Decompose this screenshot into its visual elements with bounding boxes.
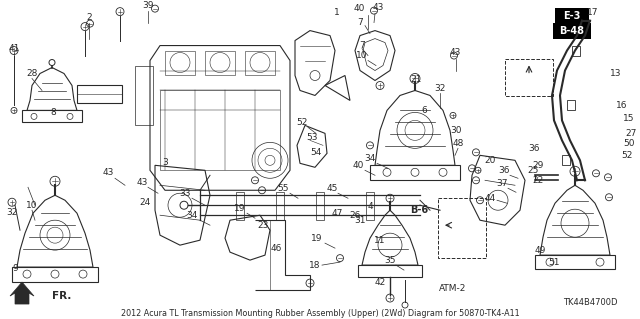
Text: 43: 43 [449, 48, 461, 57]
Text: 6: 6 [421, 106, 427, 115]
Text: 46: 46 [270, 244, 282, 253]
Bar [160, 91, 280, 170]
Text: 32: 32 [6, 208, 18, 217]
Text: 54: 54 [310, 148, 322, 157]
Text: 52: 52 [296, 118, 308, 127]
Text: 24: 24 [140, 198, 150, 207]
Polygon shape [10, 282, 34, 304]
Text: 40: 40 [353, 4, 365, 13]
Text: 16: 16 [616, 101, 628, 110]
Bar [366, 192, 374, 220]
Text: 44: 44 [484, 194, 495, 203]
Text: 13: 13 [611, 69, 621, 78]
Text: 34: 34 [186, 211, 198, 220]
Text: 29: 29 [532, 161, 544, 170]
Text: 52: 52 [621, 151, 633, 160]
Text: 2: 2 [86, 13, 92, 22]
Bar [535, 255, 615, 269]
Text: B-48: B-48 [559, 26, 584, 36]
Text: 9: 9 [12, 263, 18, 273]
Text: 4: 4 [367, 202, 373, 211]
Text: 26: 26 [349, 211, 361, 220]
Bar [358, 265, 422, 277]
Text: 30: 30 [451, 126, 461, 135]
Bar [370, 165, 460, 180]
Text: 2012 Acura TL Transmission Mounting Rubber Assembly (Upper) (2Wd) Diagram for 50: 2012 Acura TL Transmission Mounting Rubb… [121, 308, 519, 317]
Text: 7: 7 [359, 41, 365, 50]
Text: 36: 36 [528, 144, 540, 153]
Text: 25: 25 [527, 166, 539, 175]
Text: B-6: B-6 [410, 205, 428, 215]
Text: 35: 35 [384, 256, 396, 265]
Text: 36: 36 [499, 166, 509, 175]
Text: 19: 19 [311, 234, 323, 243]
Text: 15: 15 [623, 114, 635, 123]
Text: 23: 23 [257, 221, 269, 230]
Text: 18: 18 [309, 261, 321, 270]
Text: 1: 1 [334, 8, 340, 17]
Text: 49: 49 [534, 246, 546, 255]
Text: 20: 20 [484, 156, 496, 165]
Text: 17: 17 [588, 8, 599, 17]
Text: 37: 37 [496, 179, 508, 188]
Bar [276, 192, 284, 220]
Text: 34: 34 [364, 154, 376, 163]
Text: 42: 42 [374, 278, 386, 286]
Text: 33: 33 [179, 189, 191, 198]
Text: 43: 43 [136, 178, 148, 187]
Text: 40: 40 [352, 161, 364, 170]
FancyBboxPatch shape [553, 23, 591, 39]
Bar [245, 50, 275, 76]
Text: FR.: FR. [52, 291, 72, 301]
Bar [135, 65, 153, 125]
Text: 27: 27 [625, 129, 637, 138]
Text: 45: 45 [326, 184, 338, 193]
Bar [165, 50, 195, 76]
Bar [12, 267, 98, 282]
Text: 22: 22 [532, 176, 543, 185]
Text: 47: 47 [332, 209, 342, 218]
FancyBboxPatch shape [555, 8, 589, 24]
Text: 50: 50 [623, 139, 635, 148]
Bar [22, 110, 82, 122]
Bar [236, 192, 244, 220]
Text: 53: 53 [307, 133, 317, 142]
Text: 11: 11 [374, 236, 386, 245]
Text: 41: 41 [8, 44, 20, 53]
Bar [438, 198, 486, 258]
Text: TK44B4700D: TK44B4700D [563, 298, 617, 307]
Bar [77, 85, 122, 103]
Text: 19: 19 [234, 204, 246, 213]
Bar [316, 192, 324, 220]
Text: 21: 21 [410, 75, 422, 84]
Text: 55: 55 [277, 184, 289, 193]
Text: 28: 28 [26, 69, 38, 78]
Bar [505, 58, 553, 96]
Text: 8: 8 [50, 108, 56, 117]
Text: 48: 48 [452, 139, 464, 148]
Text: ATM-2: ATM-2 [439, 284, 467, 293]
Text: E-3: E-3 [563, 11, 580, 21]
Text: 7: 7 [357, 18, 363, 27]
Text: 10: 10 [26, 201, 38, 210]
Text: 51: 51 [548, 258, 560, 267]
Text: 3: 3 [162, 158, 168, 167]
Text: 32: 32 [435, 84, 445, 93]
Bar [205, 50, 235, 76]
Text: 43: 43 [372, 3, 384, 12]
Text: 39: 39 [142, 1, 154, 10]
Text: 10: 10 [356, 51, 368, 60]
Text: 31: 31 [355, 216, 365, 225]
Text: 43: 43 [102, 168, 114, 177]
